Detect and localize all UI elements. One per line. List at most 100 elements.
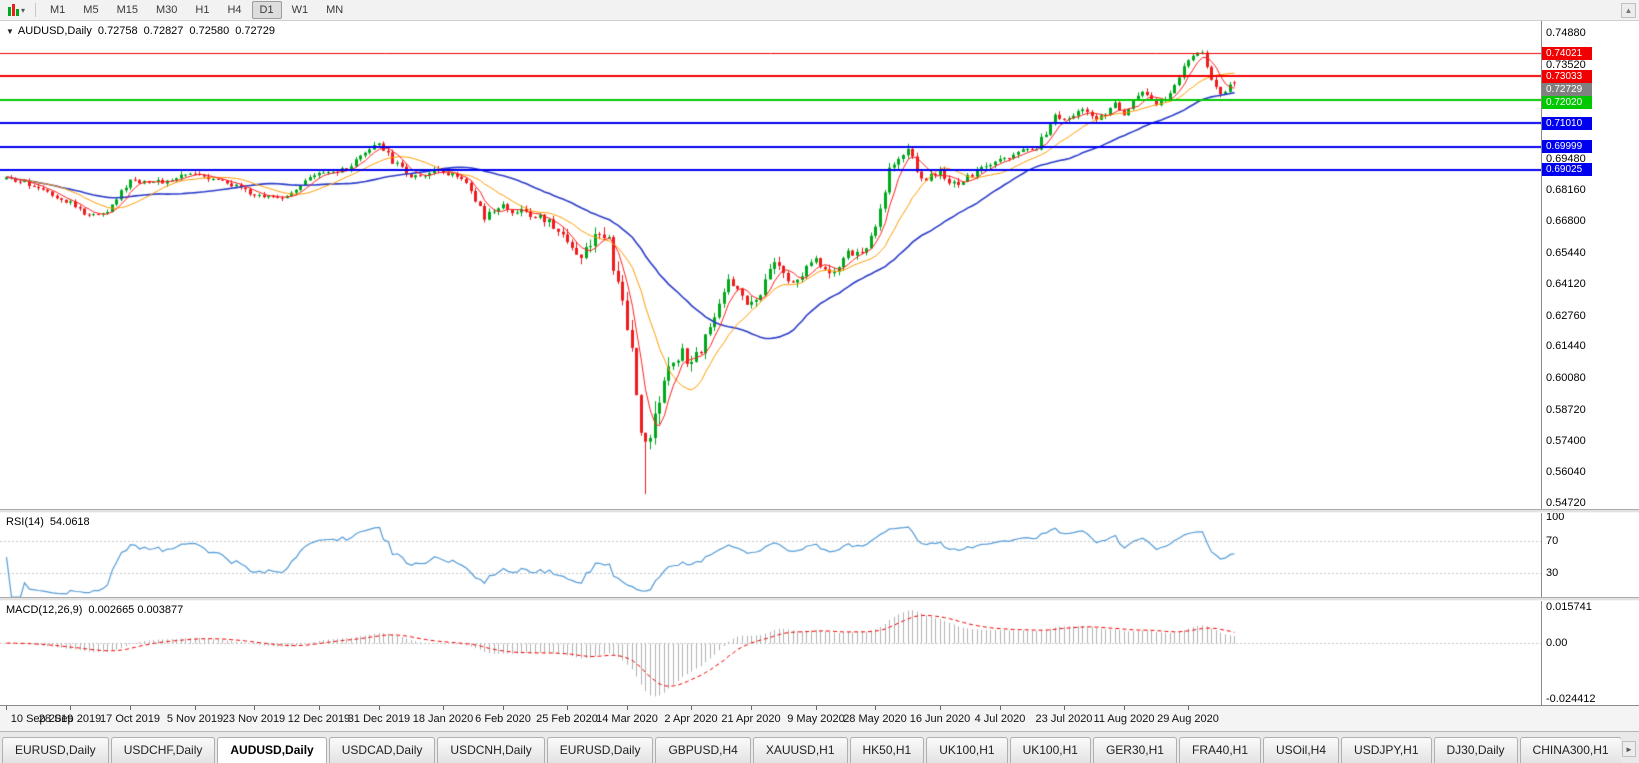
tab-ger30-h1[interactable]: GER30,H1 xyxy=(1092,737,1177,763)
time-axis-tick xyxy=(751,706,752,710)
tab-audusd-daily[interactable]: AUDUSD,Daily xyxy=(217,737,327,763)
time-axis-tick xyxy=(627,706,628,710)
scroll-right-icon: ► xyxy=(1625,745,1633,754)
price-axis-divider xyxy=(1541,21,1542,705)
time-axis-tick xyxy=(503,706,504,710)
time-axis-tick xyxy=(1064,706,1065,710)
tab-scroll-right-button[interactable]: ► xyxy=(1622,741,1636,757)
time-axis-tick xyxy=(875,706,876,710)
time-axis-label: 14 Mar 2020 xyxy=(596,713,658,725)
tab-usdcad-daily[interactable]: USDCAD,Daily xyxy=(328,737,436,763)
chart-title: ▼ AUDUSD,Daily 0.72758 0.72827 0.72580 0.7272… xyxy=(6,25,275,37)
panel-separator[interactable] xyxy=(0,509,1639,513)
time-axis-label: 21 Apr 2020 xyxy=(721,713,781,725)
ohlc-close: 0.72729 xyxy=(235,25,275,37)
time-axis-label: 25 Feb 2020 xyxy=(536,713,598,725)
timeframe-button-m30[interactable]: M30 xyxy=(155,4,178,16)
chevron-down-icon: ▾ xyxy=(21,5,26,15)
tab-xauusd-h1[interactable]: XAUUSD,H1 xyxy=(752,737,848,763)
time-axis-tick xyxy=(319,706,320,710)
time-axis-label: 12 Dec 2019 xyxy=(287,713,351,725)
time-axis-label: 28 Sep 2019 xyxy=(38,713,102,725)
time-axis: 10 Sep 2019 28 Sep 2019 17 Oct 2019 5 Nov 2… xyxy=(0,705,1639,731)
time-axis-tick xyxy=(1188,706,1189,710)
time-axis-tick xyxy=(691,706,692,710)
time-axis-label: 9 May 2020 xyxy=(787,713,845,725)
price-chart-panel: ▼ AUDUSD,Daily 0.72758 0.72827 0.72580 0.7272… xyxy=(0,21,1639,509)
time-axis-label: 4 Jul 2020 xyxy=(974,713,1026,725)
time-axis-tick xyxy=(6,706,7,710)
time-axis-tick xyxy=(443,706,444,710)
timeframe-button-m5[interactable]: M5 xyxy=(83,4,99,16)
time-axis-label: 11 Aug 2020 xyxy=(1093,713,1155,725)
timeframe-button-m15[interactable]: M15 xyxy=(116,4,138,16)
timeframe-button-mn[interactable]: MN xyxy=(326,4,344,16)
ohlc-open: 0.72758 xyxy=(97,25,138,37)
time-axis-label: 28 May 2020 xyxy=(843,713,907,725)
timeframe-button-h4[interactable]: H4 xyxy=(227,4,242,16)
tab-eurusd-daily[interactable]: EURUSD,Daily xyxy=(546,737,654,763)
ohlc-high: 0.72827 xyxy=(143,25,184,37)
time-axis-label: 29 Aug 2020 xyxy=(1157,713,1219,725)
panel-separator[interactable] xyxy=(0,597,1639,601)
rsi-panel: RSI(14) 54.0618 xyxy=(0,513,1639,597)
price-chart-canvas[interactable] xyxy=(0,21,1541,509)
tab-gbpusd-h4[interactable]: GBPUSD,H4 xyxy=(655,737,751,763)
time-axis-tick xyxy=(70,706,71,710)
collapse-icon[interactable]: ▼ xyxy=(6,27,14,36)
time-axis-label: 23 Nov 2019 xyxy=(222,713,286,725)
time-axis-tick xyxy=(567,706,568,710)
time-axis-label: 5 Nov 2019 xyxy=(166,713,224,725)
tab-eurusd-daily[interactable]: EURUSD,Daily xyxy=(2,737,109,763)
chart-tabs: EURUSD,Daily USDCHF,Daily AUDUSD,Daily USDC… xyxy=(0,732,1621,763)
tab-usdchf-daily[interactable]: USDCHF,Daily xyxy=(110,737,216,763)
macd-values: 0.002665 0.003877 xyxy=(88,604,184,616)
tab-china300-h1[interactable]: CHINA300,H1 xyxy=(1519,737,1621,763)
time-axis-label: 31 Dec 2019 xyxy=(347,713,411,725)
time-axis-tick xyxy=(1124,706,1125,710)
rsi-value: 54.0618 xyxy=(49,516,90,528)
tab-hk50-h1[interactable]: HK50,H1 xyxy=(849,737,925,763)
timeframe-button-h1[interactable]: H1 xyxy=(195,4,210,16)
tab-usdjpy-h1[interactable]: USDJPY,H1 xyxy=(1341,737,1432,763)
timeframe-buttons: M1 M5 M15 M30 H1 H4 D1 W1 MN xyxy=(41,1,352,19)
time-axis-label: 2 Apr 2020 xyxy=(664,713,718,725)
time-axis-tick xyxy=(130,706,131,710)
tab-uk100-h1[interactable]: UK100,H1 xyxy=(926,737,1008,763)
timeframe-button-d1[interactable]: D1 xyxy=(251,1,282,19)
rsi-canvas[interactable] xyxy=(0,513,1541,597)
chart-symbol: AUDUSD,Daily xyxy=(17,25,92,37)
chart-tab-bar: EURUSD,Daily USDCHF,Daily AUDUSD,Daily USDC… xyxy=(0,731,1639,763)
time-axis-tick xyxy=(195,706,196,710)
tab-usdcnh-daily[interactable]: USDCNH,Daily xyxy=(437,737,545,763)
timeframe-button-m1[interactable]: M1 xyxy=(50,4,66,16)
toolbar-divider xyxy=(35,3,37,17)
time-axis-label: 17 Oct 2019 xyxy=(100,713,160,725)
time-axis-tick xyxy=(1000,706,1001,710)
timeframe-button-w1[interactable]: W1 xyxy=(291,4,309,16)
time-axis-tick xyxy=(379,706,380,710)
tab-dj30-daily[interactable]: DJ30,Daily xyxy=(1433,737,1518,763)
scroll-up-icon: ▲ xyxy=(1624,6,1633,15)
toolbar-scroll-up-button[interactable]: ▲ xyxy=(1621,3,1636,18)
time-axis-label: 10 Sep 2019 xyxy=(10,713,74,725)
macd-title: MACD(12,26,9) 0.002665 0.003877 xyxy=(6,604,183,616)
time-axis-label: 18 Jan 2020 xyxy=(412,713,474,725)
time-axis-tick xyxy=(816,706,817,710)
macd-name: MACD(12,26,9) xyxy=(6,604,83,616)
rsi-title: RSI(14) 54.0618 xyxy=(6,516,90,528)
rsi-name: RSI(14) xyxy=(6,516,44,528)
tab-uk100-h1[interactable]: UK100,H1 xyxy=(1009,737,1091,763)
time-axis-tick xyxy=(254,706,255,710)
time-axis-tick xyxy=(940,706,941,710)
chart-type-button[interactable]: ▾ xyxy=(3,2,30,18)
timeframe-toolbar: ▾ M1 M5 M15 M30 H1 H4 D1 W1 MN ▲ xyxy=(0,0,1639,21)
time-axis-label: 16 Jun 2020 xyxy=(909,713,971,725)
time-axis-label: 23 Jul 2020 xyxy=(1035,713,1093,725)
macd-canvas[interactable] xyxy=(0,601,1541,705)
candlestick-chart-icon xyxy=(8,4,19,16)
tab-fra40-h1[interactable]: FRA40,H1 xyxy=(1178,737,1262,763)
tab-usoil-h4[interactable]: USOil,H4 xyxy=(1263,737,1340,763)
time-axis-label: 6 Feb 2020 xyxy=(475,713,531,725)
